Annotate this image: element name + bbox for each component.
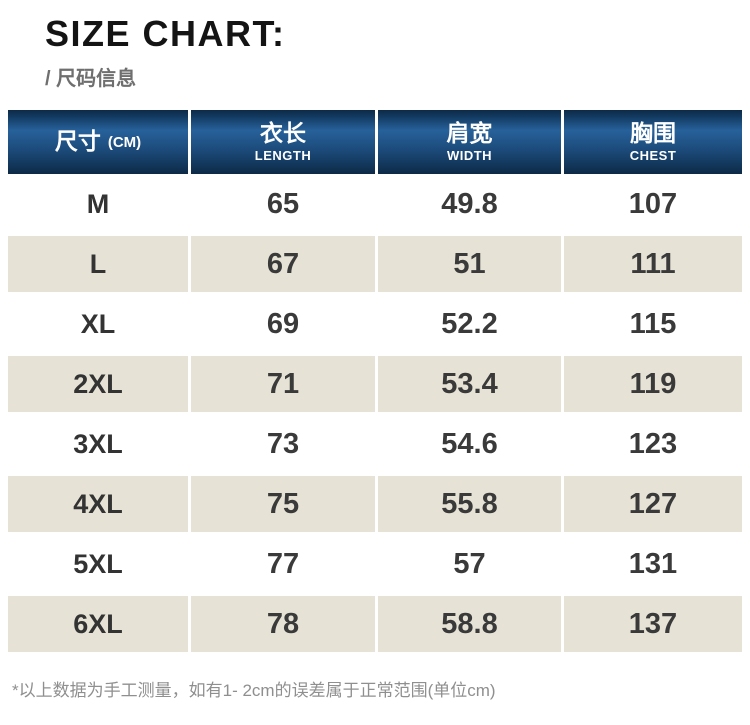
table-row: 2XL 71 53.4 119 <box>8 354 742 414</box>
table-row: 5XL 77 57 131 <box>8 534 742 594</box>
size-label-cell: 6XL <box>8 594 188 654</box>
table-header-row: 尺寸 (CM) 衣长 LENGTH 肩宽 WIDTH 胸围 CHEST <box>8 110 742 174</box>
size-header-label: 尺寸 <box>54 128 101 155</box>
length-value-cell: 67 <box>191 234 375 294</box>
length-value-cell: 69 <box>191 294 375 354</box>
table-row: 6XL 78 58.8 137 <box>8 594 742 654</box>
table-row: L 67 51 111 <box>8 234 742 294</box>
chest-header-en: CHEST <box>629 148 677 164</box>
width-value-cell: 51 <box>378 234 561 294</box>
chest-value-cell: 131 <box>564 534 742 594</box>
size-table: 尺寸 (CM) 衣长 LENGTH 肩宽 WIDTH 胸围 CHEST M 65… <box>8 110 742 654</box>
chest-value-cell: 111 <box>564 234 742 294</box>
table-row: XL 69 52.2 115 <box>8 294 742 354</box>
chest-value-cell: 119 <box>564 354 742 414</box>
width-value-cell: 55.8 <box>378 474 561 534</box>
footnote: *以上数据为手工测量，如有1- 2cm的误差属于正常范围(单位cm) <box>12 681 496 700</box>
table-row: M 65 49.8 107 <box>8 174 742 234</box>
size-header-unit: (CM) <box>107 133 142 151</box>
length-value-cell: 65 <box>191 174 375 234</box>
size-label-cell: 5XL <box>8 534 188 594</box>
length-value-cell: 71 <box>191 354 375 414</box>
length-value-cell: 73 <box>191 414 375 474</box>
length-header-en: LENGTH <box>254 148 312 164</box>
chest-value-cell: 127 <box>564 474 742 534</box>
header-cell-size: 尺寸 (CM) <box>8 110 188 174</box>
length-value-cell: 78 <box>191 594 375 654</box>
length-value-cell: 77 <box>191 534 375 594</box>
header-cell-length: 衣长 LENGTH <box>191 110 375 174</box>
width-header-cn: 肩宽 <box>446 119 493 146</box>
page-title: SIZE CHART: <box>45 13 286 54</box>
length-value-cell: 75 <box>191 474 375 534</box>
chest-value-cell: 115 <box>564 294 742 354</box>
size-label-cell: M <box>8 174 188 234</box>
chest-value-cell: 123 <box>564 414 742 474</box>
chest-value-cell: 137 <box>564 594 742 654</box>
size-label-cell: 4XL <box>8 474 188 534</box>
width-value-cell: 52.2 <box>378 294 561 354</box>
size-label-cell: 3XL <box>8 414 188 474</box>
width-value-cell: 49.8 <box>378 174 561 234</box>
table-row: 3XL 73 54.6 123 <box>8 414 742 474</box>
header-cell-width: 肩宽 WIDTH <box>378 110 561 174</box>
size-label-cell: 2XL <box>8 354 188 414</box>
size-chart-page: SIZE CHART: / 尺码信息 尺寸 (CM) 衣长 LENGTH 肩宽 … <box>0 16 750 725</box>
size-label-cell: XL <box>8 294 188 354</box>
length-header-cn: 衣长 <box>260 119 306 146</box>
page-subtitle: / 尺码信息 <box>45 68 137 90</box>
header-cell-chest: 胸围 CHEST <box>564 110 742 174</box>
table-row: 4XL 75 55.8 127 <box>8 474 742 534</box>
width-value-cell: 57 <box>378 534 561 594</box>
width-value-cell: 54.6 <box>378 414 561 474</box>
width-value-cell: 58.8 <box>378 594 561 654</box>
width-header-en: WIDTH <box>446 148 493 164</box>
table-body: M 65 49.8 107 L 67 51 111 XL 69 52.2 115… <box>8 174 742 654</box>
size-label-cell: L <box>8 234 188 294</box>
chest-header-cn: 胸围 <box>630 119 676 146</box>
width-value-cell: 53.4 <box>378 354 561 414</box>
chest-value-cell: 107 <box>564 174 742 234</box>
